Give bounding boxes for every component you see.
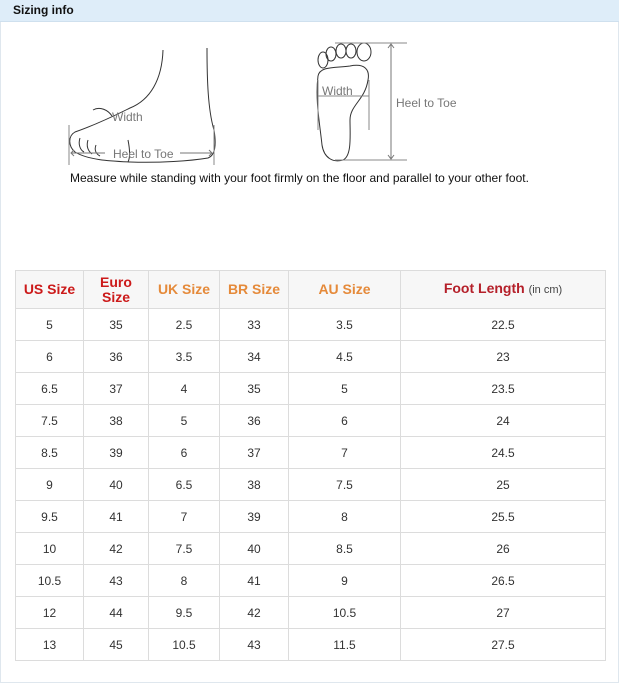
header-us-size: US Size [15,270,84,309]
table-cell: 34 [219,340,289,373]
table-cell: 2.5 [148,308,220,341]
table-row: 10.5 43 8 41 9 26.5 [15,564,606,597]
table-cell: 26.5 [400,564,606,597]
table-row: 9.5 41 7 39 8 25.5 [15,500,606,533]
table-cell: 37 [83,372,149,405]
table-cell: 5 [15,308,84,341]
table-cell: 27.5 [400,628,606,661]
table-cell: 3.5 [148,340,220,373]
table-row: 6.5 37 4 35 5 23.5 [15,372,606,405]
section-title: Sizing info [13,3,74,17]
table-cell: 43 [219,628,289,661]
table-cell: 10.5 [148,628,220,661]
table-cell: 11.5 [288,628,401,661]
table-cell: 22.5 [400,308,606,341]
table-cell: 6 [288,404,401,437]
table-row: 9 40 6.5 38 7.5 25 [15,468,606,501]
table-cell: 24 [400,404,606,437]
table-cell: 7 [288,436,401,469]
table-cell: 13 [15,628,84,661]
table-cell: 10 [15,532,84,565]
measure-instruction: Measure while standing with your foot fi… [70,171,529,185]
table-cell: 37 [219,436,289,469]
table-cell: 25 [400,468,606,501]
sole-length-label: Heel to Toe [396,96,457,110]
table-cell: 40 [83,468,149,501]
foot-measure-diagram: Width Heel to Toe Width Heel to Toe [68,42,457,165]
table-cell: 5 [148,404,220,437]
table-cell: 8.5 [288,532,401,565]
table-row: 5 35 2.5 33 3.5 22.5 [15,308,606,341]
side-foot-illustration [68,47,216,165]
header-euro-label: Euro Size [100,273,132,305]
table-cell: 23.5 [400,372,606,405]
table-cell: 5 [288,372,401,405]
table-row: 12 44 9.5 42 10.5 27 [15,596,606,629]
table-row: 6 36 3.5 34 4.5 23 [15,340,606,373]
table-cell: 6 [15,340,84,373]
section-header: Sizing info [0,0,619,22]
table-cell: 23 [400,340,606,373]
table-cell: 38 [219,468,289,501]
table-cell: 39 [83,436,149,469]
table-cell: 9.5 [148,596,220,629]
table-cell: 8 [148,564,220,597]
table-cell: 33 [219,308,289,341]
table-cell: 39 [219,500,289,533]
table-cell: 26 [400,532,606,565]
table-row: 8.5 39 6 37 7 24.5 [15,436,606,469]
table-cell: 10.5 [288,596,401,629]
table-cell: 12 [15,596,84,629]
table-header-row: US Size Euro Size UK Size BR Size AU Siz… [15,270,606,309]
table-cell: 36 [83,340,149,373]
header-euro-size: Euro Size [83,270,149,309]
table-cell: 35 [83,308,149,341]
table-cell: 35 [219,372,289,405]
table-cell: 7.5 [15,404,84,437]
table-cell: 9 [15,468,84,501]
table-cell: 6.5 [15,372,84,405]
table-row: 13 45 10.5 43 11.5 27.5 [15,628,606,661]
table-row: 7.5 38 5 36 6 24 [15,404,606,437]
table-cell: 42 [83,532,149,565]
table-cell: 44 [83,596,149,629]
table-cell: 42 [219,596,289,629]
header-br-size: BR Size [219,270,289,309]
table-cell: 9 [288,564,401,597]
table-cell: 7 [148,500,220,533]
header-foot-length: Foot Length (in cm) [400,270,606,309]
table-cell: 8 [288,500,401,533]
header-au-size: AU Size [288,270,401,309]
table-cell: 41 [83,500,149,533]
table-cell: 25.5 [400,500,606,533]
side-width-label: Width [112,110,143,124]
table-cell: 6.5 [148,468,220,501]
table-cell: 4.5 [288,340,401,373]
table-cell: 7.5 [288,468,401,501]
table-cell: 45 [83,628,149,661]
sole-width-label: Width [322,84,353,98]
table-row: 10 42 7.5 40 8.5 26 [15,532,606,565]
table-cell: 38 [83,404,149,437]
table-cell: 3.5 [288,308,401,341]
foot-length-unit: (in cm) [528,284,563,296]
table-cell: 4 [148,372,220,405]
table-cell: 9.5 [15,500,84,533]
table-cell: 10.5 [15,564,84,597]
table-cell: 36 [219,404,289,437]
table-cell: 27 [400,596,606,629]
table-cell: 24.5 [400,436,606,469]
table-cell: 7.5 [148,532,220,565]
table-cell: 43 [83,564,149,597]
header-uk-size: UK Size [148,270,220,309]
table-cell: 6 [148,436,220,469]
table-cell: 41 [219,564,289,597]
table-cell: 8.5 [15,436,84,469]
side-length-label: Heel to Toe [113,147,174,161]
foot-length-label: Foot Length [443,280,525,296]
size-chart-table: US Size Euro Size UK Size BR Size AU Siz… [15,270,606,661]
table-cell: 40 [219,532,289,565]
sole-illustration [316,42,407,162]
